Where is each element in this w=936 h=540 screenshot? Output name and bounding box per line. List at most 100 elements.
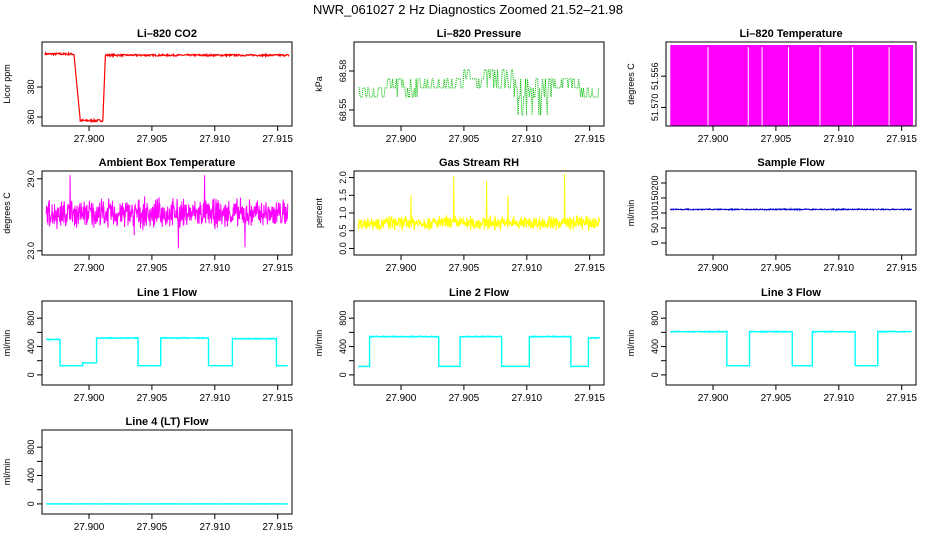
x-tick-label: 27.915 <box>574 134 605 145</box>
panel-line-1-flow: Line 1 Flow 27.900 27.905 27.910 27.915 0 400 8… <box>2 287 293 404</box>
plot-frame <box>353 300 605 386</box>
x-tick-label: 27.900 <box>386 393 417 404</box>
y-tick-label: 800 <box>338 311 348 326</box>
x-tick-label: 27.905 <box>761 263 792 274</box>
x-tick-label: 27.900 <box>386 263 417 274</box>
panel-ambient-box-temperature: Ambient Box Temperature 27.900 27.905 27.91… <box>2 157 293 274</box>
panel-gas-stream-rh: Gas Stream RH 27.900 27.905 27.910 27.915 0.0… <box>314 157 605 274</box>
x-tick-label: 27.915 <box>886 134 917 145</box>
y-tick-label: 400 <box>26 339 36 354</box>
y-tick-label: 800 <box>26 440 36 455</box>
plot-frame <box>41 41 293 127</box>
panel-title: Li–820 Pressure <box>437 28 521 40</box>
y-tick-label: 29.0 <box>26 170 36 188</box>
y-axis-label: degrees C <box>626 63 636 105</box>
panel-li-820-pressure: Li–820 Pressure 27.900 27.905 27.910 27.915 6… <box>314 28 605 145</box>
series-li-820-pressure <box>358 69 600 116</box>
x-tick-label: 27.915 <box>574 263 605 274</box>
y-axis-label: ml/min <box>314 330 324 357</box>
x-tick-label: 27.900 <box>698 393 729 404</box>
y-tick-label: 360 <box>26 109 36 124</box>
x-tick-label: 27.910 <box>823 263 854 274</box>
y-tick-label: 2.0 <box>338 171 348 184</box>
x-tick-label: 27.910 <box>199 134 230 145</box>
series-ambient-box-temperature <box>45 175 289 249</box>
panel-li-820-temperature: Li–820 Temperature 27.900 27.905 27.910 27.9… <box>626 28 917 145</box>
panel-title: Ambient Box Temperature <box>99 157 236 169</box>
y-tick-label: 200 <box>650 175 660 190</box>
flow-line <box>358 334 601 368</box>
series-line-2-flow <box>358 334 601 368</box>
y-axis-label: Licor ppm <box>2 64 12 104</box>
y-tick-label: 400 <box>338 339 348 354</box>
panel-line-4-lt-flow: Line 4 (LT) Flow 27.900 27.905 27.910 27.915… <box>2 416 293 533</box>
x-tick-label: 27.915 <box>886 393 917 404</box>
y-axis-label: ml/min <box>2 330 12 357</box>
x-tick-label: 27.910 <box>823 393 854 404</box>
data-line <box>669 207 913 212</box>
x-tick-label: 27.905 <box>137 522 168 533</box>
series-li-820-co2 <box>44 51 290 124</box>
plot-frame <box>665 41 917 127</box>
panel-line-2-flow: Line 2 Flow 27.900 27.905 27.910 27.915 0 400 8… <box>314 287 605 404</box>
x-tick-label: 27.905 <box>137 134 168 145</box>
x-tick-label: 27.915 <box>262 522 293 533</box>
y-tick-label: 100 <box>650 205 660 220</box>
panel-title: Li–820 Temperature <box>739 28 842 40</box>
pressure-line <box>358 69 600 116</box>
plot-frame <box>353 170 605 256</box>
data-line <box>44 51 290 124</box>
y-tick-label: 150 <box>650 190 660 205</box>
plot-frame <box>41 300 293 386</box>
y-tick-label: 0 <box>26 372 36 377</box>
x-tick-label: 27.905 <box>449 134 480 145</box>
plot-frame <box>41 170 293 256</box>
panel-line-3-flow: Line 3 Flow 27.900 27.905 27.910 27.915 0 400 8… <box>626 287 917 404</box>
x-tick-label: 27.910 <box>199 522 230 533</box>
plot-frame <box>41 429 293 515</box>
y-tick-label: 68.55 <box>338 99 348 122</box>
x-tick-label: 27.900 <box>74 263 105 274</box>
series-line-3-flow <box>670 330 912 367</box>
panel-li-820-co2: Li–820 CO2 27.900 27.905 27.910 27.915 360 380… <box>2 28 293 145</box>
y-tick-label: 0 <box>650 372 660 377</box>
x-tick-label: 27.900 <box>698 263 729 274</box>
plot-frame <box>665 170 917 256</box>
y-axis-label: ml/min <box>626 200 636 227</box>
x-tick-label: 27.910 <box>511 263 542 274</box>
panel-title: Line 2 Flow <box>449 287 509 299</box>
y-axis-label: kPa <box>314 76 324 92</box>
x-tick-label: 27.915 <box>262 263 293 274</box>
x-tick-label: 27.905 <box>761 393 792 404</box>
y-tick-label: 1.0 <box>338 207 348 220</box>
y-tick-label: 400 <box>650 339 660 354</box>
y-tick-label: 0 <box>338 372 348 377</box>
x-tick-label: 27.915 <box>262 393 293 404</box>
y-axis-label: ml/min <box>626 330 636 357</box>
temperature-fill <box>670 45 913 126</box>
series-sample-flow <box>669 207 913 212</box>
y-tick-label: 0 <box>26 501 36 506</box>
x-tick-label: 27.910 <box>199 393 230 404</box>
plot-frame <box>353 41 605 127</box>
x-tick-label: 27.910 <box>511 393 542 404</box>
panel-sample-flow: Sample Flow 27.900 27.905 27.910 27.915 0 50 10… <box>626 157 917 274</box>
y-tick-label: 0.0 <box>338 242 348 255</box>
y-tick-label: 0 <box>650 240 660 245</box>
x-tick-label: 27.910 <box>511 134 542 145</box>
panel-title: Line 4 (LT) Flow <box>126 416 209 428</box>
panel-title: Gas Stream RH <box>439 157 519 169</box>
figure-title: NWR_061027 2 Hz Diagnostics Zoomed 21.52… <box>312 2 623 17</box>
series-gas-stream-rh <box>357 173 601 232</box>
y-tick-label: 380 <box>26 79 36 94</box>
y-tick-label: 23.0 <box>26 242 36 260</box>
y-tick-label: 1.5 <box>338 189 348 202</box>
y-axis-label: percent <box>314 197 324 228</box>
x-tick-label: 27.905 <box>137 393 168 404</box>
y-axis-label: degrees C <box>2 192 12 234</box>
y-tick-label: 800 <box>650 311 660 326</box>
x-tick-label: 27.910 <box>199 263 230 274</box>
x-tick-label: 27.915 <box>886 263 917 274</box>
x-tick-label: 27.900 <box>74 134 105 145</box>
flow-line <box>46 336 288 367</box>
